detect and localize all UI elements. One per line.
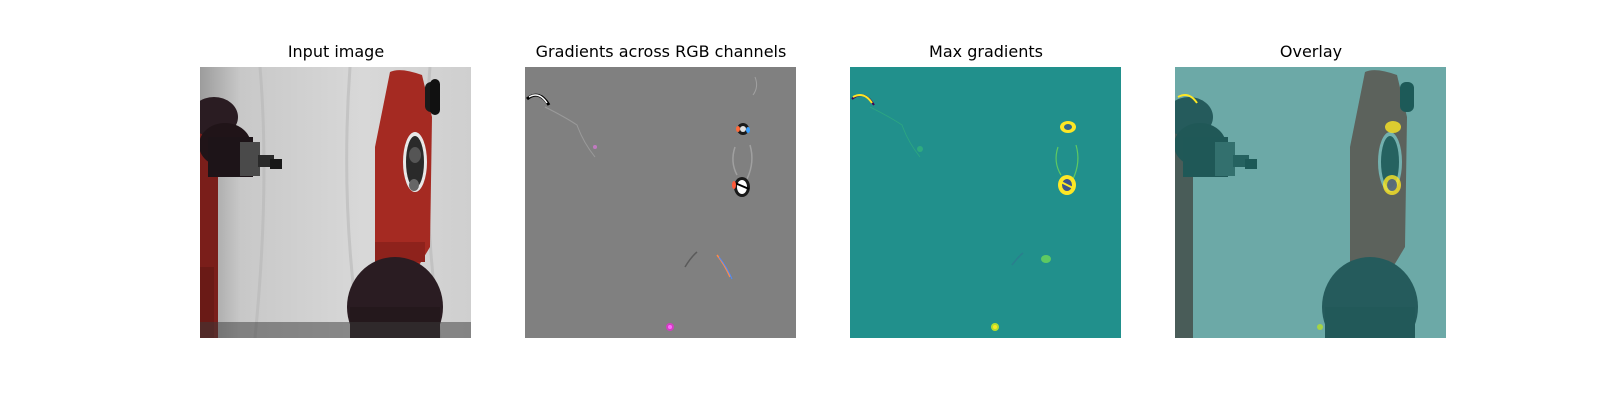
panel-title-overlay: Overlay	[1279, 42, 1343, 61]
gradient-edge-top-left	[526, 93, 596, 158]
overlay-image	[1175, 67, 1446, 338]
panel-title-max-gradients: Max gradients	[929, 42, 1043, 61]
gradient-edge-bottom	[684, 251, 733, 280]
gradient-edge-right-upper	[732, 123, 753, 197]
max-gradient-right	[1055, 121, 1079, 195]
input-image	[200, 67, 471, 338]
left-robot-arm	[200, 97, 282, 338]
panel-title-input-image: Input image	[287, 42, 385, 61]
rgb-gradient-map	[525, 67, 796, 338]
max-gradient-top-left	[851, 94, 921, 158]
max-gradient-bottom	[1011, 252, 1051, 266]
max-gradient-heatmap	[850, 67, 1121, 338]
panel-title-rgb-gradients: Gradients across RGB channels	[535, 42, 787, 61]
right-robot-arm	[347, 70, 443, 338]
overlay-tint	[1175, 67, 1446, 338]
